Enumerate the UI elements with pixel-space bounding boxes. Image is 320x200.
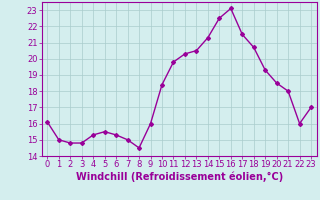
X-axis label: Windchill (Refroidissement éolien,°C): Windchill (Refroidissement éolien,°C) xyxy=(76,172,283,182)
